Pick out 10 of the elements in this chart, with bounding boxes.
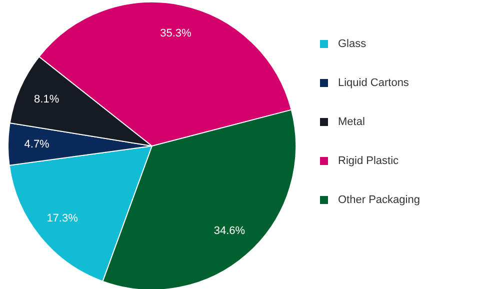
data-label: 4.7% <box>24 138 50 151</box>
data-label: 35.3% <box>160 27 192 40</box>
legend-label: Liquid Cartons <box>338 77 409 89</box>
data-label: 17.3% <box>46 212 78 224</box>
data-label: 34.6% <box>214 225 246 238</box>
data-label: 8.1% <box>34 94 60 106</box>
legend-label: Rigid Plastic <box>338 155 399 167</box>
legend-label: Metal <box>338 116 365 128</box>
legend-label: Glass <box>338 38 366 50</box>
legend-label: Other Packaging <box>338 194 420 206</box>
